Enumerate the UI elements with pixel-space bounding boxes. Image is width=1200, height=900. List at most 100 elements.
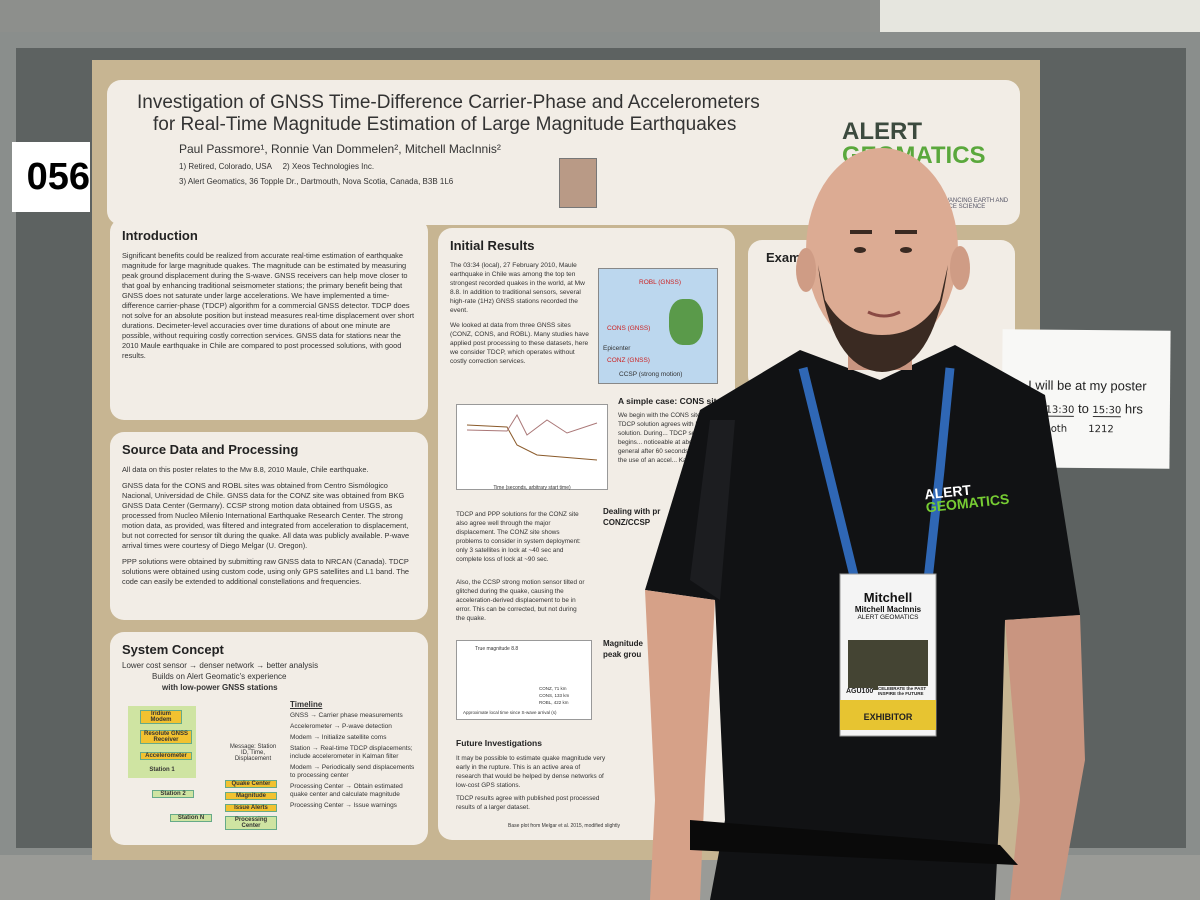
diagram-label: Message: Station ID, Time, Displacement bbox=[229, 744, 277, 762]
heading: Source Data and Processing bbox=[122, 442, 299, 457]
ear bbox=[950, 246, 970, 290]
magnitude-plot: True magnitude 8.8 CONZ, 71 km CONS, 133… bbox=[456, 640, 592, 720]
subheading-line: peak grou bbox=[603, 650, 642, 659]
badge-band bbox=[840, 700, 936, 730]
paragraph: We looked at data from three GNSS sites … bbox=[450, 322, 589, 365]
introduction-panel: Introduction Significant benefits could … bbox=[110, 218, 428, 420]
eye bbox=[900, 247, 912, 253]
board-number: 056 bbox=[12, 142, 90, 212]
badge-full-name: Mitchell MacInnis bbox=[854, 605, 922, 614]
logo-word: ALERT bbox=[842, 118, 922, 145]
diagram-label: Quake Center bbox=[225, 780, 277, 788]
timeline-item: Accelerometer → P-wave detection bbox=[290, 723, 392, 730]
head bbox=[806, 148, 958, 352]
plot-label: CONZ, 71 km bbox=[539, 686, 567, 691]
title-line: for Real-Time Magnitude Estimation of La… bbox=[153, 114, 737, 135]
subheading-line: Magnitude bbox=[603, 639, 643, 648]
badge-first-name: Mitchell bbox=[863, 590, 913, 605]
timeline-heading: Timeline bbox=[290, 700, 323, 709]
plot-label: True magnitude 8.8 bbox=[475, 646, 519, 652]
heading: System Concept bbox=[122, 642, 224, 657]
timeline: Timeline GNSS → Carrier phase measuremen… bbox=[290, 700, 420, 810]
paragraph: TDCP and PPP solutions for the CONZ site… bbox=[456, 511, 581, 563]
lanyard bbox=[798, 366, 860, 582]
map-label: CONZ (GNSS) bbox=[607, 357, 650, 364]
affiliation: 3) Alert Geomatics, 36 Topple Dr., Dartm… bbox=[179, 177, 454, 186]
footnote: Base plot from Melgar et al. 2015, modif… bbox=[508, 823, 620, 829]
heading: Introduction bbox=[122, 228, 198, 243]
badge-company: ALERT GEOMATICS bbox=[857, 614, 919, 621]
diagram-label: Resolute GNSS Receiver bbox=[140, 730, 192, 744]
plot-label: ROBL, 422 km bbox=[539, 700, 569, 705]
axis-label: Approximate local time since S-wave arri… bbox=[463, 710, 557, 715]
paragraph: We begin with the CONS site. The TDCP so… bbox=[618, 412, 725, 464]
timeline-item: GNSS → Carrier phase measurements bbox=[290, 712, 403, 719]
subheading: Future Investigations bbox=[456, 738, 542, 748]
paragraph: Significant benefits could be realized f… bbox=[122, 251, 415, 360]
subheading: Magnitude peak grou bbox=[603, 638, 643, 660]
diagram-label: Issue Alerts bbox=[225, 804, 277, 812]
trace bbox=[466, 413, 598, 436]
map-label: Epicenter bbox=[603, 345, 631, 352]
plot-lines bbox=[466, 413, 598, 461]
paragraph: GNSS data for the CONS and ROBL sites wa… bbox=[122, 481, 410, 550]
system-panel: System Concept Lower cost sensor → dense… bbox=[110, 632, 428, 845]
eye bbox=[854, 247, 866, 253]
map-label: CCSP (strong motion) bbox=[619, 371, 683, 378]
badge-text: Mitchell Mitchell MacInnis ALERT GEOMATI… bbox=[840, 590, 936, 621]
diagram-label: Station N bbox=[170, 814, 212, 822]
plot-label: CONS, 133 km bbox=[539, 693, 570, 698]
diagram-label: Station 1 bbox=[149, 767, 175, 773]
trace bbox=[466, 424, 598, 461]
map: ROBL (GNSS) CONS (GNSS) Epicenter CONZ (… bbox=[598, 268, 718, 384]
beard bbox=[818, 265, 948, 372]
paragraph: Also, the CCSP strong motion sensor tilt… bbox=[456, 579, 585, 622]
subheading-line: CONZ/CCSP bbox=[603, 518, 651, 527]
right-arm bbox=[1005, 615, 1085, 900]
paragraph: PPP solutions were obtained by submittin… bbox=[122, 557, 410, 586]
badge-role: EXHIBITOR bbox=[863, 712, 913, 722]
ear bbox=[796, 248, 816, 292]
sleeve bbox=[690, 420, 735, 600]
badge-image bbox=[848, 640, 928, 690]
authors: Paul Passmore¹, Ronnie Van Dommelen², Mi… bbox=[179, 142, 501, 156]
map-label: CONS (GNSS) bbox=[607, 325, 651, 332]
subheading: Dealing with pr CONZ/CCSP bbox=[603, 506, 660, 528]
title-line: Investigation of GNSS Time-Difference Ca… bbox=[137, 92, 760, 113]
paragraph: TDCP results agree with published post p… bbox=[456, 795, 600, 811]
heading: Initial Results bbox=[450, 238, 535, 253]
paragraph: It may be possible to estimate quake mag… bbox=[456, 755, 606, 789]
paragraph: All data on this poster relates to the M… bbox=[122, 465, 369, 474]
timeline-item: Modem → Periodically send displacements … bbox=[290, 764, 415, 779]
diagram-label: Magnitude bbox=[225, 792, 277, 800]
left-arm bbox=[645, 590, 715, 900]
map-label: ROBL (GNSS) bbox=[639, 279, 682, 286]
subheading-line: Dealing with pr bbox=[603, 507, 661, 516]
author-photo bbox=[559, 158, 597, 208]
paragraph: The 03:34 (local), 27 February 2010, Mau… bbox=[450, 262, 585, 314]
axis-label: Time (seconds, arbitrary start time) bbox=[493, 485, 571, 491]
affiliation: 1) Retired, Colorado, USA 2) Xeos Techno… bbox=[179, 162, 375, 171]
diagram-label: Processing Center bbox=[225, 816, 277, 830]
diagram-label: Accelerometer bbox=[140, 752, 192, 760]
timeline-item: Processing Center → Issue warnings bbox=[290, 802, 397, 809]
line: Lower cost sensor → denser network → bet… bbox=[122, 661, 319, 670]
logo-tagline: ADVANCING EARTH AND SPACE SCIENCE bbox=[937, 198, 1009, 210]
diagram-label: Station 2 bbox=[152, 790, 194, 798]
subheading: A simple case: CONS site bbox=[618, 396, 722, 406]
timeline-item: Station → Real-time TDCP displacements; … bbox=[290, 745, 413, 760]
diagram-label: Iridium Modem bbox=[140, 710, 182, 724]
plot: Time (seconds, arbitrary start time) bbox=[456, 404, 608, 491]
badge-event: AGU100 bbox=[846, 688, 874, 695]
source-panel: Source Data and Processing All data on t… bbox=[110, 432, 428, 620]
land bbox=[669, 299, 703, 345]
belt bbox=[690, 820, 1018, 865]
mouth bbox=[867, 310, 901, 318]
badge-motto: CELEBRATE the PAST INSPIRE the FUTURE bbox=[878, 686, 934, 696]
line: with low-power GNSS stations bbox=[162, 683, 278, 692]
lanyard bbox=[923, 367, 955, 581]
line: Builds on Alert Geomatic's experience bbox=[152, 672, 287, 681]
timeline-item: Processing Center → Obtain estimated qua… bbox=[290, 783, 403, 798]
